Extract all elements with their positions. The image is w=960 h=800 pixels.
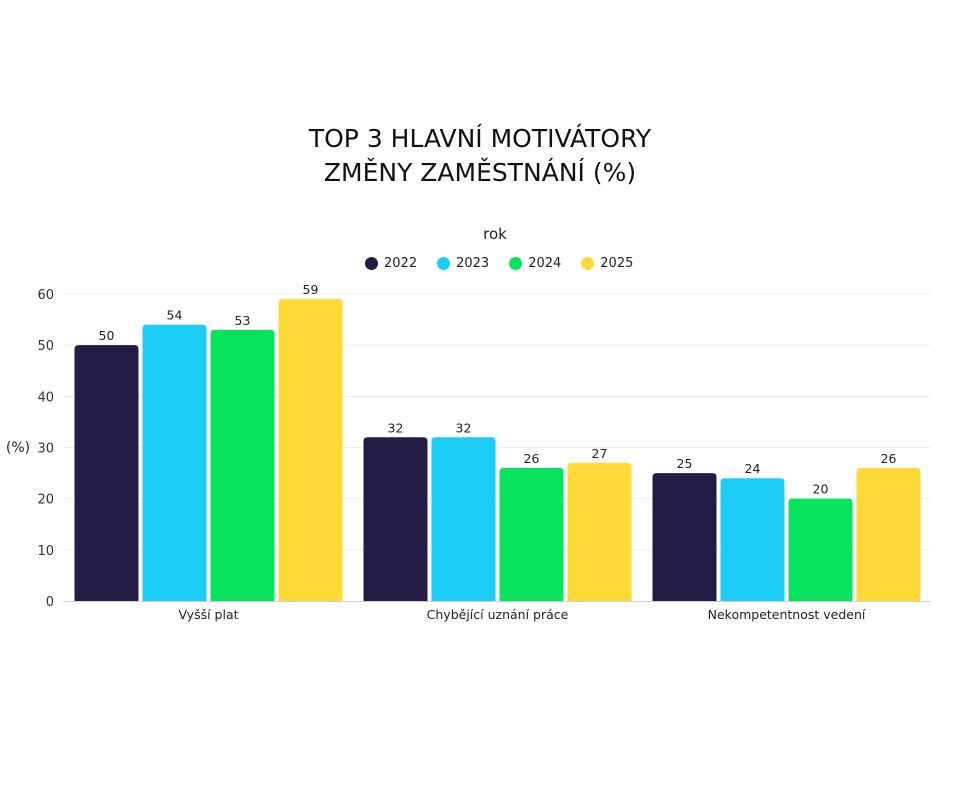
legend: 2022 2023 2024 2025: [365, 256, 633, 271]
data-label: 27: [592, 446, 608, 461]
data-label: 59: [303, 282, 319, 297]
chart-title: TOP 3 HLAVNÍ MOTIVÁTORY ZMĚNY ZAMĚSTNÁNÍ…: [0, 122, 960, 190]
bar-2022-2[interactable]: [652, 473, 717, 601]
legend-item-2025[interactable]: 2025: [581, 256, 633, 271]
data-label: 20: [813, 482, 829, 497]
x-axis: Vyšší plat Chybějící uznání práce Nekompet…: [63, 601, 930, 622]
bar-2022-1[interactable]: [363, 437, 428, 601]
legend-title: rok: [483, 225, 507, 243]
data-label: 53: [235, 313, 251, 328]
legend-dot-icon: [365, 257, 378, 270]
legend-label: 2024: [528, 256, 562, 271]
bar-2023-0[interactable]: [142, 324, 207, 601]
x-tick-label: Vyšší plat: [178, 607, 238, 622]
bar-2023-2[interactable]: [720, 478, 785, 601]
y-tick-label: 30: [37, 442, 54, 457]
data-label: 32: [456, 420, 472, 435]
gridlines: [63, 293, 930, 551]
legend-dot-icon: [437, 257, 451, 270]
legend-label: 2025: [600, 256, 634, 271]
data-label: 32: [388, 420, 404, 435]
bar-2025-1[interactable]: [567, 462, 632, 601]
y-tick-label: 50: [37, 339, 54, 354]
data-label: 24: [745, 461, 761, 476]
chart-title-line-1: TOP 3 HLAVNÍ MOTIVÁTORY: [308, 124, 652, 153]
legend-item-2024[interactable]: 2024: [509, 256, 561, 271]
y-tick-label: 10: [37, 544, 54, 559]
y-tick-label: 20: [37, 493, 54, 508]
legend-dot-icon: [509, 257, 523, 270]
x-tick-label: Nekompetentnost vedení: [708, 607, 866, 622]
data-label: 26: [524, 451, 540, 466]
legend-item-2022[interactable]: 2022: [365, 256, 417, 271]
legend-item-2023[interactable]: 2023: [437, 256, 489, 271]
data-label: 25: [677, 456, 693, 471]
legend-label: 2023: [456, 256, 490, 271]
bar-2022-0[interactable]: [74, 345, 139, 601]
y-tick-label: 0: [46, 595, 54, 610]
bar-2024-1[interactable]: [499, 467, 564, 601]
bar-2024-0[interactable]: [210, 329, 275, 601]
bar-2025-2[interactable]: [856, 467, 921, 601]
data-label: 26: [881, 451, 897, 466]
x-tick-label: Chybějící uznání práce: [427, 607, 569, 622]
bar-2025-0[interactable]: [278, 299, 343, 601]
bar-2024-2[interactable]: [788, 498, 853, 601]
y-tick-label: 40: [37, 390, 54, 405]
y-axis-label: (%): [6, 440, 30, 456]
bar-2023-1[interactable]: [431, 437, 496, 601]
legend-label: 2022: [384, 256, 418, 271]
chart-title-line-2: ZMĚNY ZAMĚSTNÁNÍ (%): [323, 158, 637, 187]
y-tick-label: 60: [37, 288, 54, 303]
data-label: 54: [167, 308, 183, 323]
legend-dot-icon: [581, 257, 595, 270]
bars: 50 54 53 59 32 32 26 27 25 24 20 26: [74, 282, 921, 601]
y-axis: 0 10 20 30 40 50 60: [37, 288, 54, 610]
data-label: 50: [99, 328, 115, 343]
